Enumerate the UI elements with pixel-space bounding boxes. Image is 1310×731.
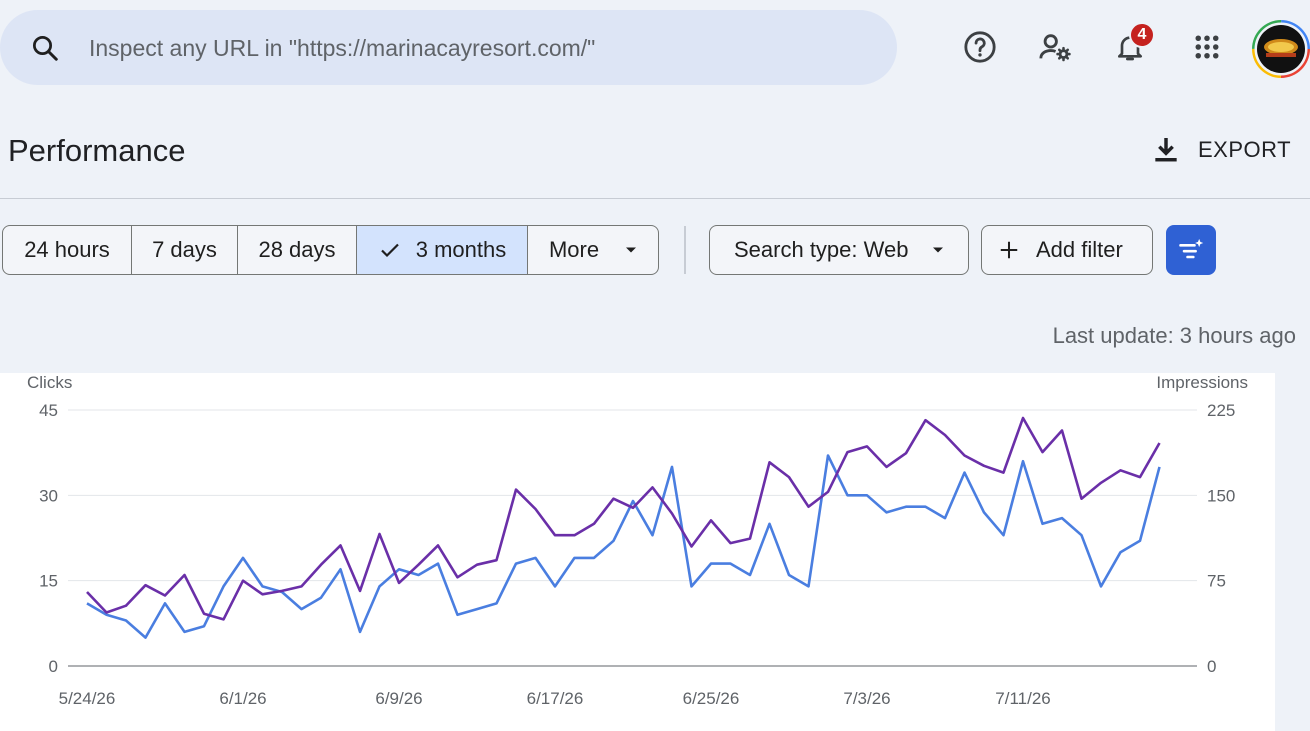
impressions-series-line [86,416,1161,621]
manage-users-icon[interactable] [1037,29,1073,65]
url-inspect-input[interactable] [89,28,869,68]
x-tick-label: 6/25/26 [683,689,740,708]
range-label: 3 months [415,237,507,262]
add-filter-label: Add filter [1036,237,1123,262]
add-filter-button[interactable]: Add filter [981,225,1153,275]
filter-settings-button[interactable] [1166,225,1216,275]
range-3-months[interactable]: 3 months [356,225,528,275]
export-label: EXPORT [1198,137,1292,162]
filter-sparkle-icon [1179,238,1204,259]
search-type-chip[interactable]: Search type: Web [709,225,969,275]
help-icon[interactable] [962,29,998,65]
left-tick-label: 30 [39,486,58,505]
account-avatar[interactable] [1252,20,1310,78]
left-tick-label: 15 [39,572,58,591]
left-tick-label: 45 [39,401,58,420]
range-28-days[interactable]: 28 days [237,225,357,275]
chart-svg: 0 15 30 45 0 75 150 225 Clicks Impressions 5/24/26… [27,373,1248,708]
range-7-days[interactable]: 7 days [131,225,238,275]
dropdown-arrow-icon [933,247,944,253]
left-tick-label: 0 [49,657,58,676]
filter-separator [684,226,686,274]
search-bar[interactable] [0,10,897,85]
right-tick-label: 0 [1207,657,1216,676]
x-tick-label: 5/24/26 [59,689,116,708]
x-tick-label: 7/3/26 [843,689,890,708]
header-divider [0,198,1310,199]
clicks-series-line [86,454,1161,639]
right-tick-label: 225 [1207,401,1235,420]
search-icon [33,36,58,61]
range-more[interactable]: More [527,225,659,275]
export-button[interactable]: EXPORT [1150,128,1291,172]
right-tick-label: 75 [1207,572,1226,591]
last-update-text: Last update: 3 hours ago [1052,323,1296,348]
left-axis-title: Clicks [27,373,72,392]
plus-icon [1000,241,1018,259]
page-title: Performance [8,133,186,168]
right-tick-label: 150 [1207,486,1235,505]
check-icon [380,243,399,258]
range-label: 7 days [152,237,217,262]
x-tick-label: 6/9/26 [375,689,422,708]
search-type-label: Search type: Web [734,237,909,262]
range-label: 24 hours [24,237,110,262]
apps-grid-icon[interactable] [1189,29,1225,65]
notification-badge: 4 [1129,22,1155,48]
download-icon [1155,138,1177,162]
x-tick-label: 6/1/26 [219,689,266,708]
dropdown-arrow-icon [626,247,637,253]
x-tick-label: 7/11/26 [995,689,1050,708]
x-tick-label: 6/17/26 [527,689,584,708]
range-label: More [548,237,600,262]
range-label: 28 days [258,237,336,262]
right-axis-title: Impressions [1156,373,1248,392]
range-24-hours[interactable]: 24 hours [2,225,132,275]
performance-chart: 0 15 30 45 0 75 150 225 Clicks Impressions 5/24/26… [0,373,1275,731]
